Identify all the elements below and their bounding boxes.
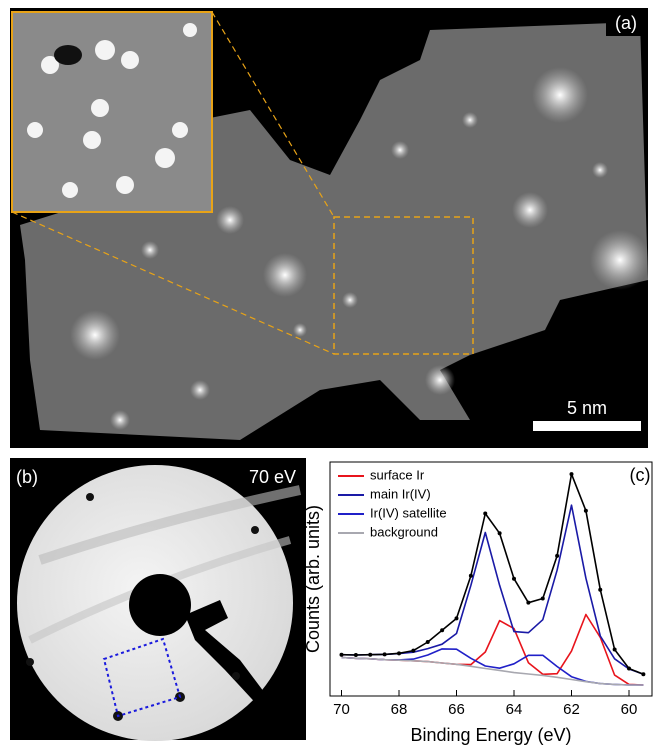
data-point xyxy=(368,653,372,657)
data-point xyxy=(570,472,574,476)
data-point xyxy=(411,649,415,653)
panel-label: (b) xyxy=(16,467,38,487)
data-point xyxy=(555,554,559,558)
page: (a) 5 nm (b) 70 eV (c) Binding Energy (e… xyxy=(0,0,659,749)
x-tick-label: 70 xyxy=(333,701,350,718)
x-axis-label: Binding Energy (eV) xyxy=(410,725,571,745)
data-point xyxy=(397,651,401,655)
panel-label: (c) xyxy=(630,465,651,485)
electron-gun xyxy=(129,574,191,636)
data-point xyxy=(383,652,387,656)
series-line xyxy=(342,474,644,674)
data-point xyxy=(426,640,430,644)
inset-vacancy xyxy=(54,45,82,65)
scale-bar-label: 5 nm xyxy=(567,398,607,418)
energy-label: 70 eV xyxy=(249,467,296,487)
data-point xyxy=(641,672,645,676)
x-tick-label: 60 xyxy=(621,701,638,718)
xps-chart: (c) Binding Energy (eV) Counts (arb. uni… xyxy=(303,462,652,745)
data-point xyxy=(598,588,602,592)
legend-label: main Ir(IV) xyxy=(370,486,431,501)
x-tick-label: 68 xyxy=(391,701,408,718)
data-point xyxy=(613,647,617,651)
data-point xyxy=(469,574,473,578)
data-point xyxy=(440,628,444,632)
data-point xyxy=(627,666,631,670)
legend-label: surface Ir xyxy=(370,467,425,482)
series-line xyxy=(342,658,644,686)
inset xyxy=(12,12,212,212)
legend-label: Ir(IV) satellite xyxy=(370,505,447,520)
stm-panel: (a) 5 nm xyxy=(10,8,650,448)
data-point xyxy=(584,509,588,513)
data-point xyxy=(483,511,487,515)
x-tick-label: 64 xyxy=(506,701,523,718)
scale-bar xyxy=(533,421,641,431)
x-tick-label: 66 xyxy=(448,701,465,718)
legend-label: background xyxy=(370,524,438,539)
data-point xyxy=(455,616,459,620)
figure: (a) 5 nm (b) 70 eV (c) Binding Energy (e… xyxy=(0,0,659,749)
data-point xyxy=(498,531,502,535)
data-point xyxy=(526,601,530,605)
leed-panel: (b) 70 eV xyxy=(10,458,306,741)
data-point xyxy=(541,597,545,601)
x-tick-label: 62 xyxy=(563,701,580,718)
data-point xyxy=(512,577,516,581)
data-point xyxy=(340,653,344,657)
y-axis-label: Counts (arb. units) xyxy=(303,505,323,653)
data-point xyxy=(354,653,358,657)
panel-label: (a) xyxy=(615,13,637,33)
